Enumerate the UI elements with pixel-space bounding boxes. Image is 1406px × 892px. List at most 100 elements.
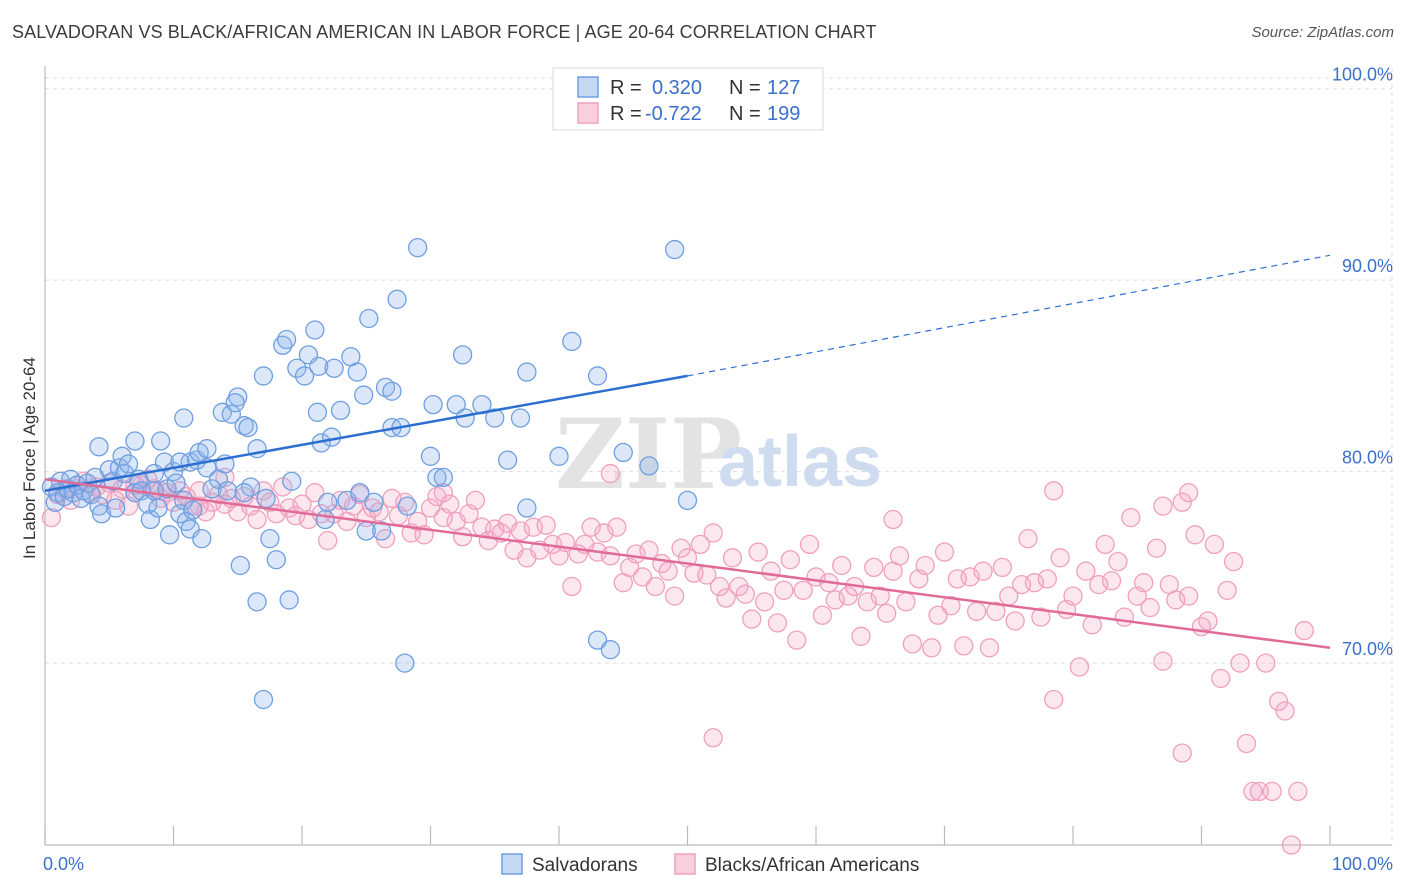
data-point-salvadoran [407,237,428,258]
data-point-black-african-american [864,557,884,578]
data-point-salvadoran [247,592,267,612]
data-point-black-african-american [1172,743,1192,763]
data-point-black-african-american [440,494,460,514]
data-point-salvadoran [677,490,698,511]
data-point-black-african-american [729,576,749,597]
data-point-black-african-american [1031,607,1051,627]
watermark-atlas: atlas [718,422,882,502]
y-tick-label: 80.0% [1342,448,1393,468]
data-point-black-african-american [1134,573,1154,593]
data-point-salvadoran [330,400,351,421]
data-point-salvadoran [423,394,443,415]
data-point-salvadoran [420,446,441,466]
data-point-black-african-american [902,634,923,654]
data-point-black-african-american [928,605,948,625]
data-point-black-african-american [607,517,627,537]
legend-swatch-salvadoran [577,76,599,98]
data-point-black-african-american [632,567,653,587]
data-point-black-african-american [600,546,621,566]
data-point-salvadoran [587,366,608,386]
data-point-salvadoran [315,509,335,530]
data-point-salvadoran [148,498,168,518]
data-point-salvadoran [91,504,112,524]
data-point-salvadoran [118,454,139,474]
y-axis-label: In Labor Force | Age 20-64 [20,357,39,559]
data-point-black-african-american [690,534,710,555]
data-point-black-african-american [1179,483,1199,503]
data-point-black-african-american [305,483,325,503]
data-point-black-african-american [1204,534,1224,555]
data-point-black-african-american [877,603,897,623]
data-point-black-african-american [851,626,871,646]
series-salvadoran-points [41,237,698,710]
data-point-salvadoran [382,381,402,401]
data-point-black-african-american [1262,781,1282,802]
data-point-black-african-american [979,638,1000,658]
data-point-black-african-american [922,638,942,658]
data-point-black-african-american [812,605,833,625]
data-point-salvadoran [395,653,415,673]
data-point-salvadoran [225,393,245,413]
data-point-salvadoran [510,408,531,428]
data-point-salvadoran [318,492,338,512]
data-point-salvadoran [260,529,280,549]
data-point-salvadoran [192,529,212,549]
data-point-black-african-american [1153,651,1173,671]
data-point-salvadoran [125,431,145,451]
x-tick-label: 0.0% [43,854,84,874]
data-point-black-african-american [671,538,691,558]
data-point-black-african-american [1211,668,1231,689]
data-point-salvadoran [159,525,180,545]
x-tick-label: 100.0% [1332,854,1393,874]
data-point-black-african-american [748,542,768,562]
data-point-salvadoran [183,500,203,520]
watermark: ZIP atlas [555,398,882,511]
data-point-black-african-american [665,586,685,606]
data-point-black-african-american [889,546,910,566]
data-point-salvadoran [106,498,126,518]
data-point-salvadoran [150,431,171,451]
data-point-salvadoran [549,446,569,466]
data-point-black-african-american [883,509,903,530]
legend-n-value-2: 199 [767,103,800,125]
data-point-salvadoran [276,329,297,350]
data-point-black-african-american [954,636,974,656]
data-point-salvadoran [665,239,685,260]
data-point-black-african-american [41,507,62,528]
data-point-salvadoran [238,417,258,438]
data-point-black-african-american [973,561,993,581]
data-point-black-african-american [420,498,441,518]
data-point-salvadoran [217,481,238,501]
data-point-black-african-american [1140,597,1160,618]
data-point-black-african-american [1050,548,1070,568]
data-point-black-african-american [1044,481,1064,501]
data-point-black-african-american [1063,586,1083,606]
data-point-black-african-american [1294,620,1314,641]
data-point-black-african-american [1114,607,1135,627]
data-point-black-african-american [1281,835,1302,855]
data-point-black-african-american [896,592,916,612]
data-point-salvadoran [364,492,384,512]
trend-lines [44,254,1331,650]
data-point-salvadoran [197,439,217,459]
data-point-black-african-american [1236,733,1257,754]
data-point-salvadoran [517,362,537,382]
data-point-salvadoran [140,509,161,530]
data-point-black-african-american [1069,657,1090,677]
data-point-black-african-american [716,588,736,608]
data-point-salvadoran [305,320,325,340]
data-point-black-african-american [1217,580,1237,601]
data-point-salvadoran [639,456,659,476]
data-point-salvadoran [324,358,344,378]
data-point-black-african-american [1275,701,1295,721]
data-point-black-african-american [1198,611,1218,631]
data-point-black-african-american [645,576,666,597]
data-point-salvadoran [174,408,194,428]
data-point-black-african-american [1076,561,1096,581]
series-legend: Salvadorans Blacks/African Americans [501,853,919,876]
data-point-black-african-american [754,592,775,612]
data-point-black-african-american [1256,653,1276,673]
legend-n-label-2: N = [729,103,761,125]
data-point-black-african-american [658,561,678,581]
data-point-black-african-american [1044,689,1064,710]
